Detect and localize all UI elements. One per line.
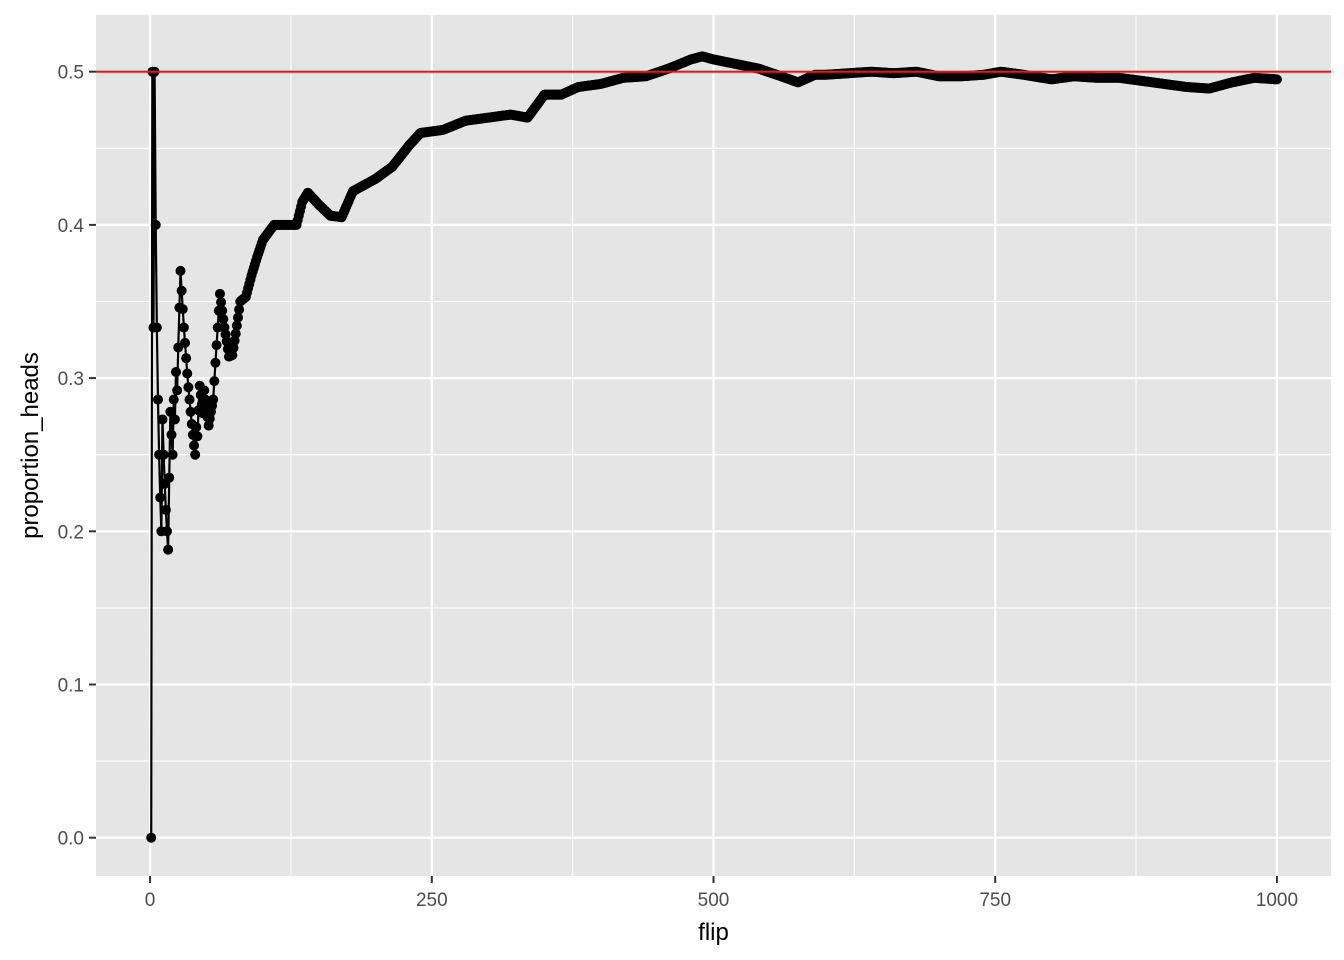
data-point (150, 219, 161, 230)
data-point (217, 305, 228, 316)
data-point (200, 394, 211, 405)
x-axis-title: flip (698, 919, 729, 946)
data-point (192, 431, 203, 442)
data-point (230, 328, 241, 339)
data-point (190, 449, 201, 460)
data-point (199, 385, 210, 396)
data-point (164, 472, 175, 483)
data-point (168, 394, 179, 405)
data-point (163, 544, 174, 555)
data-point (216, 297, 227, 308)
data-point (231, 320, 242, 331)
data-point (155, 492, 166, 503)
x-tick-label: 750 (979, 890, 1011, 911)
data-point (181, 353, 192, 364)
data-point (218, 314, 229, 325)
x-tick-label: 250 (416, 890, 448, 911)
data-point (234, 304, 245, 315)
data-point (171, 366, 181, 377)
data-point (191, 422, 202, 433)
data-point (166, 429, 177, 440)
data-point (232, 312, 243, 323)
data-point (165, 406, 176, 417)
data-point (175, 265, 186, 276)
y-tick-label: 0.3 (58, 369, 84, 390)
y-tick-label: 0.4 (58, 216, 85, 237)
data-point (189, 440, 200, 451)
data-point (167, 449, 178, 460)
y-tick-label: 0.0 (58, 829, 84, 850)
data-point (182, 368, 193, 379)
data-point (146, 832, 157, 843)
x-axis: 0 250 500 750 1000 (145, 876, 1298, 911)
data-point (221, 336, 232, 347)
y-tick-label: 0.5 (58, 63, 84, 84)
y-tick-label: 0.2 (58, 522, 84, 543)
data-point (178, 322, 189, 333)
data-point (176, 285, 187, 296)
x-tick-label: 500 (698, 890, 730, 911)
data-point (183, 382, 194, 393)
y-tick-label: 0.1 (58, 675, 84, 696)
data-point (180, 337, 191, 348)
data-point (209, 376, 220, 387)
data-point (184, 394, 195, 405)
data-point (157, 414, 168, 425)
data-point (1271, 74, 1282, 85)
data-point (161, 526, 172, 537)
data-point (172, 385, 183, 396)
data-point (158, 449, 169, 460)
x-tick-label: 1000 (1256, 890, 1298, 911)
data-point (177, 304, 188, 315)
y-axis-title: proportion_heads (17, 352, 44, 539)
data-point (152, 394, 163, 405)
data-point (210, 357, 221, 368)
data-point (208, 394, 219, 405)
x-tick-label: 0 (145, 890, 156, 911)
data-point (151, 322, 162, 333)
series-proportion-heads (146, 51, 1282, 843)
data-point (169, 414, 180, 425)
data-point (214, 288, 225, 299)
data-point (160, 504, 171, 515)
data-point (185, 406, 196, 417)
y-axis: 0.0 0.1 0.2 0.3 0.4 0.5 (58, 63, 96, 850)
data-point (211, 340, 222, 351)
